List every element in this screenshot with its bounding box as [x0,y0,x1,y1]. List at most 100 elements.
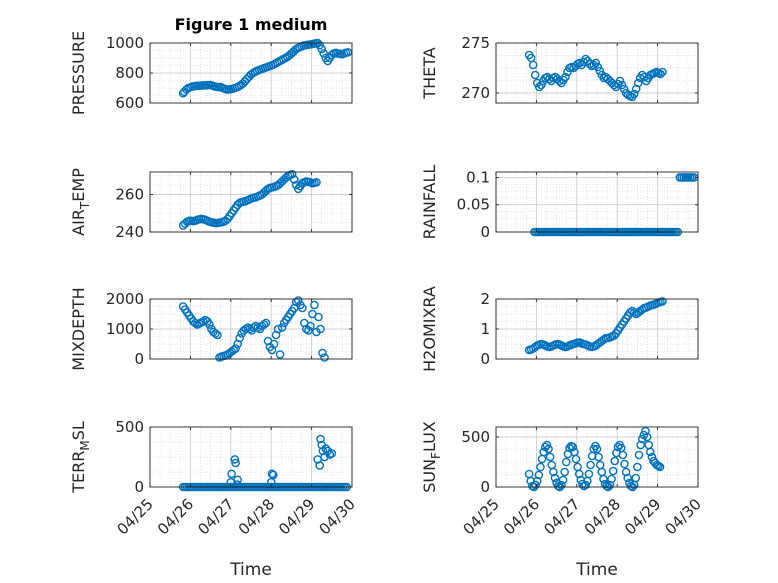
data-point [592,444,602,454]
data-point [232,480,242,489]
data-point [277,323,287,332]
data-point [549,467,558,477]
y-tick-label: 0 [134,478,144,496]
y-tick-label: 2000 [106,290,144,308]
data-point [249,323,259,332]
subplot-pressure: 600 800 1000 PRESSURE [69,31,353,115]
data-point [589,60,599,70]
data-point [629,308,639,317]
data-point [618,450,628,460]
data-point [658,297,667,306]
data-point [241,324,251,334]
data-point [269,339,279,349]
data-point [623,473,633,483]
data-point [545,452,555,462]
data-point [586,460,595,470]
y-tick-label: 0 [480,223,490,241]
data-point [584,469,594,479]
y-axis-label: TERRMSL [69,421,92,494]
data-point [530,70,540,80]
y-axis-label: RAINFALL [420,165,439,240]
data-point [609,331,619,340]
y-tick-label: 0.05 [457,196,490,214]
subplot-airtemp: 240 260 AIRTEMP [69,168,353,241]
data-point [275,350,285,359]
y-tick-label: 0 [480,478,490,496]
data-point [316,324,325,334]
data-point [532,476,542,486]
data-point [310,300,319,310]
subplot-mixdepth: 0 1000 2000 MIXDEPTH [69,287,353,371]
data-point [571,454,581,464]
y-tick-label: 270 [461,84,490,102]
data-point [581,480,590,490]
data-point [231,458,240,468]
data-point [213,330,222,340]
y-axis-label: SUNFLUX [420,421,443,493]
data-point [319,49,329,58]
data-point [637,434,647,444]
data-point [233,475,242,485]
data-point [312,178,321,187]
data-point [205,320,214,329]
y-axis-label: AIRTEMP [69,168,92,236]
data-point [293,296,303,305]
y-axis-label: MIXDEPTH [69,287,88,370]
data-point [594,452,603,462]
data-point [555,76,564,86]
data-point [608,466,618,476]
data-point [235,333,244,343]
y-tick-label: 0 [480,350,490,368]
data-point [231,344,240,353]
data-point [595,66,605,76]
axes-frame [495,42,699,104]
data-point [609,80,619,90]
data-point [593,62,603,72]
data-point [574,469,584,479]
data-point [633,78,643,88]
data-point [550,473,560,483]
data-point [536,462,545,472]
data-point [190,318,200,328]
data-point [619,84,629,94]
data-point [534,82,544,92]
data-point [617,80,627,90]
data-point [561,457,571,467]
data-point [318,348,327,358]
y-tick-label: 800 [115,64,144,82]
y-tick-label: 1000 [106,320,144,338]
axes-frame [149,171,353,233]
data-point [287,169,297,179]
y-tick-label: 600 [115,94,144,112]
data-point [267,469,277,479]
data-point [544,444,553,454]
y-tick-label: 0 [134,350,144,368]
data-point [314,312,323,322]
y-tick-label: 0.1 [466,168,490,186]
data-point [610,456,620,466]
data-point [304,326,313,335]
data-point [631,473,641,483]
axes-frame [495,171,699,233]
data-point [620,459,629,469]
data-point [646,447,655,457]
data-point [298,303,307,313]
subplot-rainfall: 0 0.05 0.1 RAINFALL [420,165,699,241]
data-point [542,440,552,450]
data-point [227,469,236,479]
data-point [557,480,566,490]
data-point [306,321,315,331]
data-point [585,59,595,69]
y-tick-label: 2 [480,290,490,308]
data-point [261,318,271,328]
data-point [259,320,269,329]
data-point [625,308,635,317]
y-tick-label: 500 [115,418,144,436]
data-point [607,474,616,484]
data-point [534,470,544,480]
data-point [536,80,546,90]
y-tick-label: 275 [461,34,490,52]
y-tick-label: 260 [115,186,144,204]
data-point [320,353,329,362]
